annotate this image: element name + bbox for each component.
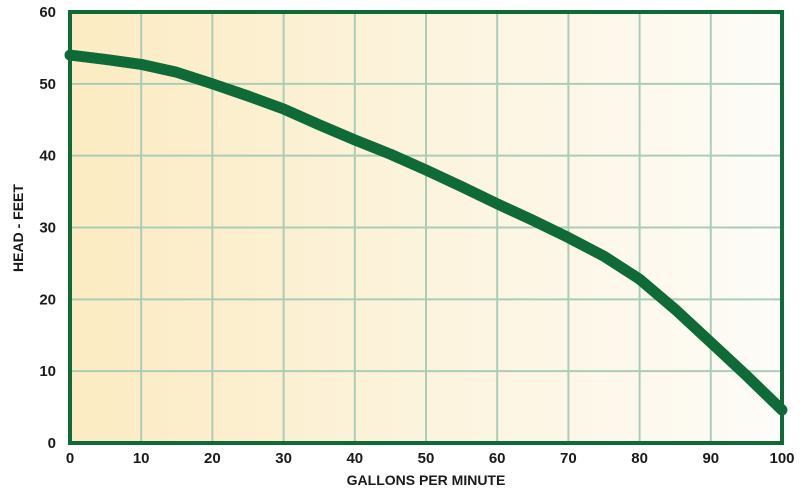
x-tick-labels: 0 10 20 30 40 50 60 70 80 90 100 — [66, 450, 795, 467]
x-tick-label: 100 — [769, 450, 794, 467]
x-tick-label: 40 — [346, 450, 363, 467]
x-tick-label: 70 — [560, 450, 577, 467]
y-tick-label: 50 — [39, 76, 56, 93]
y-tick-label: 20 — [39, 291, 56, 308]
x-tick-label: 60 — [489, 450, 506, 467]
x-tick-label: 90 — [702, 450, 719, 467]
y-tick-label: 0 — [48, 435, 56, 452]
y-tick-label: 30 — [39, 220, 56, 237]
y-tick-labels: 0 10 20 30 40 50 60 — [39, 4, 56, 452]
x-tick-label: 30 — [275, 450, 292, 467]
pump-curve-line — [64, 49, 788, 416]
x-tick-label: 0 — [66, 450, 74, 467]
x-tick-label: 10 — [133, 450, 150, 467]
y-tick-label: 10 — [39, 363, 56, 380]
x-axis-title: GALLONS PER MINUTE — [347, 472, 506, 488]
y-axis-title: HEAD - FEET — [10, 184, 26, 272]
series-layer — [64, 49, 788, 416]
x-tick-label: 80 — [631, 450, 648, 467]
x-tick-label: 20 — [204, 450, 221, 467]
plot-frame — [68, 10, 784, 445]
y-tick-label: 60 — [39, 4, 56, 21]
x-tick-label: 50 — [418, 450, 435, 467]
y-tick-label: 40 — [39, 148, 56, 165]
